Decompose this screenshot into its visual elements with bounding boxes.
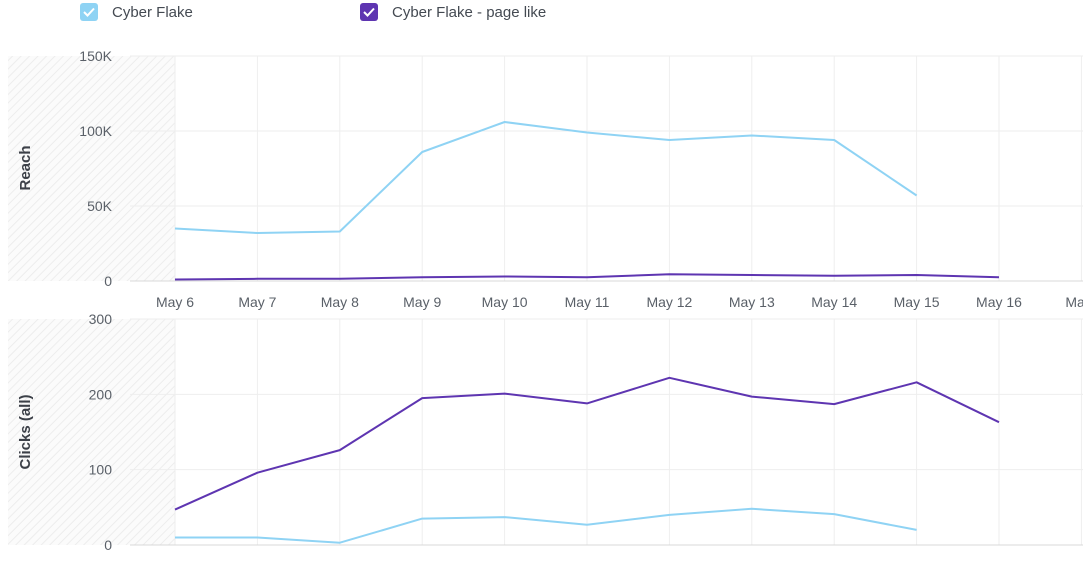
x-tick-label: May 16: [976, 294, 1022, 310]
hatched-region: [8, 319, 175, 545]
x-tick-label: May 15: [894, 294, 940, 310]
series-line-cyber-flake: [175, 507, 917, 544]
legend-item-cyber-flake-page-like[interactable]: Cyber Flake - page like: [360, 3, 546, 21]
x-tick-label: May 11: [565, 294, 610, 310]
y-tick-label: 0: [104, 273, 112, 289]
x-tick-label: May 13: [729, 294, 775, 310]
legend-label: Cyber Flake - page like: [392, 3, 547, 21]
y-tick-label: 300: [89, 311, 113, 327]
checkbox-checked-icon[interactable]: [80, 3, 98, 21]
y-axis-label: Clicks (all): [17, 394, 34, 469]
y-tick-label: 50K: [87, 198, 113, 214]
y-tick-label: 150K: [79, 48, 112, 64]
legend: Cyber Flake Cyber Flake - page like: [80, 3, 780, 27]
legend-item-cyber-flake[interactable]: Cyber Flake: [80, 3, 193, 21]
x-tick-label: May 10: [482, 294, 528, 310]
series-line-cyber-flake-page-like: [174, 273, 1000, 281]
series-line-cyber-flake-page-like: [174, 376, 1000, 511]
x-tick-label: May 7: [238, 294, 276, 310]
x-tick-label: May 9: [403, 294, 441, 310]
y-axis-label: Reach: [17, 145, 34, 190]
y-tick-label: 100K: [79, 123, 112, 139]
x-tick-label: May 14: [811, 294, 857, 310]
series-line-cyber-flake: [174, 121, 918, 234]
x-tick-label: May: [1065, 294, 1083, 310]
y-tick-label: 0: [104, 537, 112, 553]
legend-label: Cyber Flake: [112, 3, 193, 21]
hatched-region: [8, 56, 175, 281]
x-tick-label: May 8: [321, 294, 359, 310]
checkbox-checked-icon[interactable]: [360, 3, 378, 21]
y-tick-label: 200: [89, 386, 113, 402]
chart-panel-clicks: 0 100 200 300 Clicks (all): [8, 311, 1083, 553]
x-tick-label: May 6: [156, 294, 194, 310]
x-tick-label: May 12: [646, 294, 692, 310]
y-tick-label: 100: [89, 462, 113, 478]
chart-panel-reach: 0 50K 100K 150K Reach May 6 May 7 May 8 May 9 May…: [8, 48, 1083, 310]
